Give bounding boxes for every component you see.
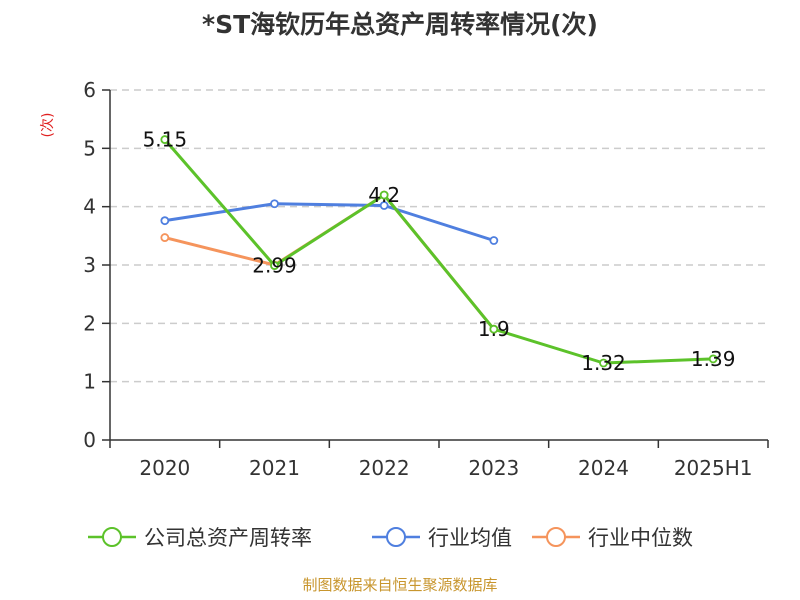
data-point (160, 233, 170, 242)
data-point (708, 354, 718, 364)
data-labels: 5.15 2.99 4.2 1.9 1.32 1.39 (143, 128, 736, 375)
data-point (270, 261, 279, 270)
data-point (160, 216, 170, 226)
axes: 0 1 2 3 4 5 6 2020 2021 2022 2023 2024 2025H1 (83, 78, 769, 480)
legend-label: 行业均值 (428, 526, 512, 550)
series-line (164, 202, 495, 242)
x-tick-label: 2025H1 (674, 456, 753, 480)
legend-item[interactable]: 行业均值 (372, 526, 512, 550)
x-tick-label: 2021 (249, 456, 300, 480)
source-note: 制图数据来自恒生聚源数据库 (302, 576, 497, 594)
data-label: 1.32 (581, 351, 626, 375)
series-layer (160, 135, 718, 368)
legend[interactable]: 公司总资产周转率 行业均值 行业中位数 (88, 526, 693, 550)
data-point (379, 201, 389, 210)
y-tick-label: 0 (83, 428, 96, 452)
x-tick-label: 2023 (468, 456, 519, 480)
data-point (160, 135, 170, 144)
legend-label: 行业中位数 (588, 526, 693, 550)
legend-item[interactable]: 行业中位数 (532, 526, 693, 550)
chart-title: *ST海钦历年总资产周转率情况(次) (202, 10, 598, 39)
legend-marker (102, 527, 122, 547)
y-tick-label: 6 (83, 78, 96, 102)
gridlines (110, 89, 768, 383)
data-label: 1.9 (478, 317, 510, 341)
y-tick-label: 1 (83, 370, 96, 394)
x-tick-label: 2024 (578, 456, 629, 480)
data-point (270, 199, 279, 209)
legend-item[interactable]: 公司总资产周转率 (88, 526, 312, 550)
data-label: 2.99 (252, 254, 297, 278)
legend-marker (546, 527, 566, 547)
y-tick-label: 2 (83, 311, 96, 335)
data-label: 4.2 (368, 183, 400, 207)
y-tick-label: 3 (83, 253, 96, 277)
data-label: 5.15 (143, 128, 188, 152)
x-tick-label: 2020 (139, 456, 190, 480)
series-line (163, 138, 714, 365)
y-tick-label: 5 (83, 136, 96, 160)
legend-marker (386, 527, 406, 547)
data-point (489, 324, 499, 334)
y-axis-label: (次) (40, 113, 56, 138)
data-label: 1.39 (691, 347, 736, 371)
data-point (379, 190, 389, 200)
legend-label: 公司总资产周转率 (144, 526, 312, 550)
data-point (489, 236, 499, 245)
x-tick-label: 2022 (359, 456, 410, 480)
data-point (599, 358, 608, 368)
y-tick-label: 4 (83, 195, 96, 219)
series-line (164, 193, 495, 331)
